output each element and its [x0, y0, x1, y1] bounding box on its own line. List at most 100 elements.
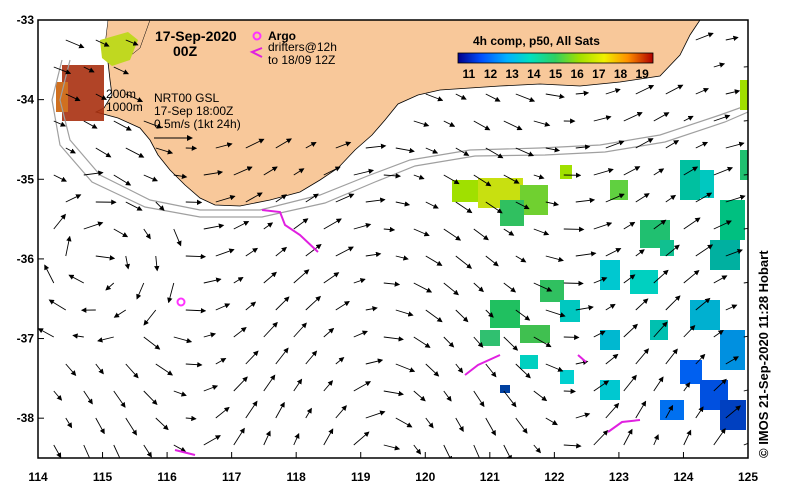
current-arrow: [65, 147, 76, 154]
current-arrow: [335, 193, 355, 203]
current-arrow: [473, 444, 480, 458]
current-arrow: [653, 376, 664, 392]
current-arrow: [593, 115, 612, 122]
current-arrow: [293, 378, 303, 392]
current-arrow: [293, 322, 307, 338]
current-arrow: [653, 321, 668, 338]
current-arrow: [275, 296, 290, 311]
current-arrow: [665, 295, 681, 311]
current-arrow: [383, 226, 396, 233]
current-arrow: [335, 246, 354, 257]
current-arrow: [155, 201, 165, 211]
current-arrow: [725, 356, 739, 365]
current-arrow: [605, 248, 622, 257]
current-arrow: [395, 255, 409, 261]
current-arrow: [473, 336, 484, 348]
current-arrow: [125, 363, 139, 379]
current-arrow: [365, 251, 382, 258]
current-arrow: [473, 228, 489, 241]
current-arrow: [575, 412, 591, 419]
current-arrow: [395, 363, 416, 373]
current-arrow: [443, 444, 452, 458]
current-arrow: [725, 405, 742, 419]
current-arrow: [113, 444, 123, 458]
colorbar-tick-label: 18: [614, 67, 628, 81]
current-arrow: [233, 166, 253, 176]
current-arrow: [575, 144, 591, 150]
current-arrow: [473, 282, 484, 293]
current-arrow: [323, 327, 335, 338]
current-arrow: [455, 147, 470, 156]
current-arrow: [173, 228, 182, 247]
current-arrow: [95, 255, 116, 261]
current-arrow: [95, 39, 110, 47]
current-arrow: [65, 39, 85, 49]
current-arrow: [665, 244, 680, 257]
current-arrow: [83, 120, 98, 129]
current-vectors: [38, 32, 748, 458]
current-arrow: [353, 168, 375, 176]
current-arrow: [695, 32, 714, 41]
current-arrow: [725, 304, 738, 311]
y-tick-label: -35: [17, 172, 35, 186]
current-arrow: [623, 374, 637, 392]
current-arrow: [53, 444, 62, 458]
current-arrow: [395, 417, 413, 428]
current-arrow: [65, 235, 72, 257]
current-arrow: [455, 201, 473, 214]
current-arrow: [713, 220, 732, 230]
current-arrow: [233, 221, 250, 230]
current-arrow: [185, 253, 207, 260]
current-arrow: [383, 281, 401, 287]
current-arrow: [383, 336, 404, 342]
current-arrow: [113, 174, 132, 186]
current-arrow: [125, 147, 145, 158]
currents-scale: 0.5m/s (1kt 24h): [154, 117, 241, 131]
y-tick-label: -33: [17, 13, 35, 27]
current-arrow: [455, 309, 469, 323]
current-arrow: [623, 166, 641, 176]
current-arrow: [713, 378, 727, 392]
x-tick-label: 119: [351, 470, 371, 484]
current-arrow: [533, 390, 548, 402]
current-arrow: [53, 213, 66, 230]
current-arrow: [113, 66, 129, 75]
current-arrow: [203, 332, 217, 338]
current-arrow: [713, 62, 726, 68]
current-arrow: [353, 431, 370, 446]
y-tick-label: -36: [17, 252, 35, 266]
current-arrow: [473, 120, 491, 131]
colorbar-tick-label: 19: [635, 67, 649, 81]
current-arrow: [545, 363, 564, 372]
current-arrow: [353, 278, 366, 284]
currents-source: NRT00 GSL: [154, 91, 219, 105]
current-arrow: [695, 353, 706, 365]
current-arrow: [515, 309, 531, 321]
current-arrow: [413, 336, 431, 348]
x-tick-label: 122: [544, 470, 564, 484]
current-arrow: [443, 336, 455, 348]
current-arrow: [425, 309, 443, 323]
current-arrow: [713, 428, 726, 446]
current-arrow: [593, 380, 610, 392]
current-arrow: [323, 166, 341, 176]
colorbar-tick-label: 17: [592, 67, 606, 81]
current-arrow: [323, 272, 340, 284]
current-arrow: [653, 269, 669, 284]
current-arrow: [113, 120, 132, 131]
current-arrow: [563, 443, 582, 449]
current-arrow: [275, 246, 288, 257]
current-arrow: [485, 417, 496, 436]
current-arrow: [665, 404, 674, 419]
current-arrow: [425, 201, 439, 209]
current-arrow: [743, 389, 748, 392]
current-arrow: [503, 120, 523, 131]
current-arrow: [97, 336, 114, 343]
current-arrow: [623, 323, 638, 338]
y-tick-label: -34: [17, 93, 35, 107]
current-arrow: [713, 166, 734, 176]
current-arrow: [443, 282, 459, 296]
current-arrow: [593, 168, 614, 176]
current-arrow: [143, 336, 161, 350]
current-arrow: [383, 173, 402, 179]
